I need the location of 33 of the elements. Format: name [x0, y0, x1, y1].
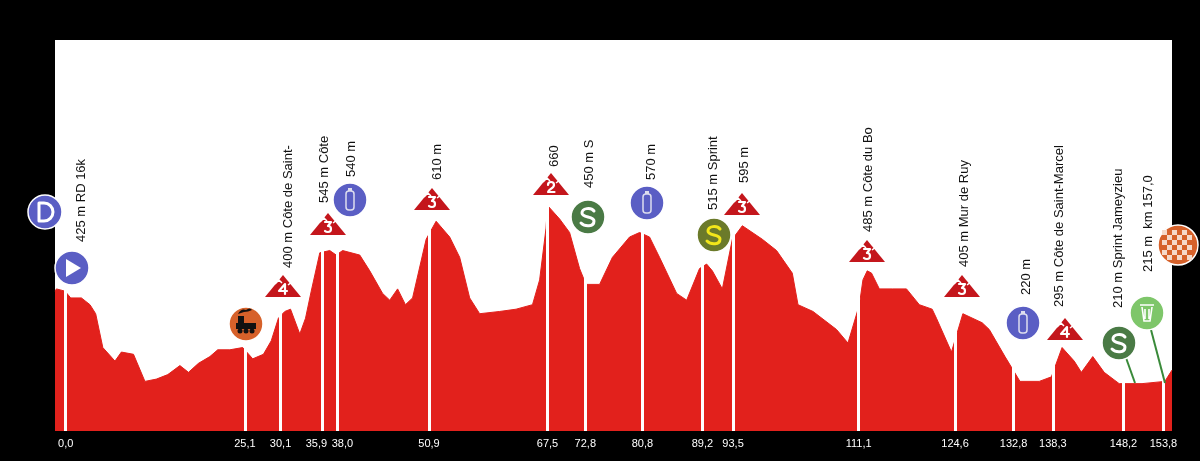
x-tick-label: 80,8 [631, 436, 654, 449]
x-tick-label: 124,6 [941, 436, 969, 449]
annotation: 405 m Mur de Ruy [955, 159, 971, 267]
annotation: 215 m km 157,0 [1139, 175, 1155, 272]
text: 595 m [735, 146, 751, 183]
annotation: 425 m RD 16k [72, 158, 88, 242]
x-tick-label: 72,8 [574, 436, 597, 449]
x-tick-label: 38,0 [331, 436, 354, 449]
x-tick-label: 30,1 [269, 436, 292, 449]
annotation: 220 m [1017, 258, 1033, 295]
annotation: 295 m Côte de Saint-Marcel [1050, 145, 1066, 307]
x-tick-label: 153,8 [1149, 436, 1178, 449]
x-tick-label: 35,9 [305, 436, 328, 449]
text: 610 m [428, 143, 444, 180]
text: 450 m S [580, 139, 596, 188]
annotation: 485 m Côte du Bo [859, 127, 875, 232]
x-tick-label: 25,1 [234, 436, 256, 449]
text: 660 [545, 145, 561, 167]
x-tick-label: 148,2 [1109, 436, 1138, 449]
x-tick-label: 93,5 [722, 436, 744, 449]
x-tick-label: 67,5 [536, 436, 559, 449]
x-tick-label: 138,3 [1039, 436, 1067, 449]
x-tick-label: 89,2 [691, 436, 714, 449]
text: 540 m [342, 140, 358, 177]
text: 545 m Côte [315, 135, 331, 203]
annotation: 400 m Côte de Saint- [279, 145, 295, 268]
x-tick-label: 0,0 [58, 436, 74, 449]
x-tick-label: 50,9 [418, 436, 440, 449]
annotation: 210 m Sprint Jameyzieu [1109, 168, 1125, 308]
x-tick-label: 132,8 [999, 436, 1028, 449]
annotation: 515 m Sprint [704, 135, 720, 210]
x-tick-label: 111,1 [845, 436, 872, 449]
text: 570 m [642, 143, 658, 180]
